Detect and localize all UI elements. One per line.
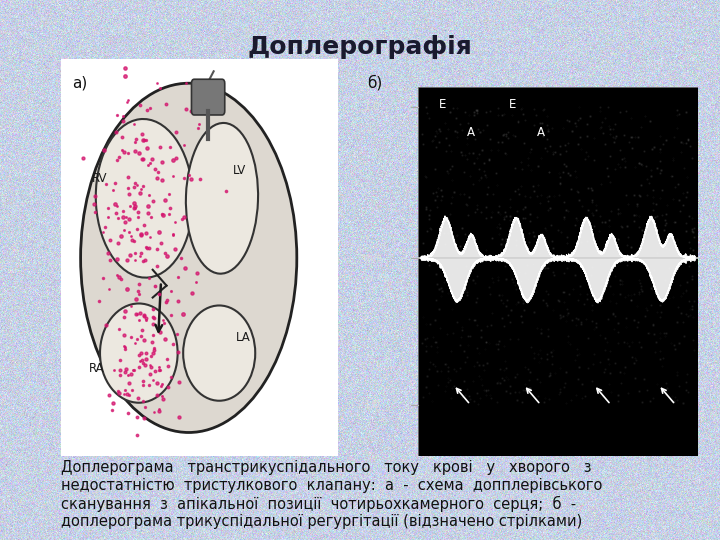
Text: недостатністю  тристулкового  клапану:  а  -  схема  допплерівського: недостатністю тристулкового клапану: а -… [61,478,603,493]
Ellipse shape [81,83,297,433]
Text: E: E [509,98,516,111]
Ellipse shape [183,306,256,401]
Ellipse shape [100,303,178,403]
Text: б): б) [366,75,382,91]
Text: m/s: m/s [364,253,382,263]
Text: A: A [467,126,475,139]
Text: RA: RA [89,362,104,375]
Text: LV: LV [233,164,246,177]
Text: сканування  з  апікальної  позиції  чотирьохкамерного  серця;  б  -: сканування з апікальної позиції чотирьох… [61,496,576,512]
Ellipse shape [96,119,193,278]
Bar [418,87,698,456]
Text: Доплерографія: Доплерографія [248,35,472,59]
Text: 1,0: 1,0 [364,400,380,410]
FancyBboxPatch shape [192,79,225,115]
Ellipse shape [186,123,258,274]
Text: а): а) [72,75,88,90]
Text: доплерограма трикуспідальної регургітації (відзначено стрілками): доплерограма трикуспідальної регургітаці… [61,514,582,529]
Text: E: E [438,98,446,111]
Text: 1,0: 1,0 [364,102,380,112]
Text: Доплерограма   транстрикуспідального   току   крові   у   хворого   з: Доплерограма транстрикуспідального току … [61,460,592,475]
Text: A: A [537,126,545,139]
Text: RV: RV [91,172,107,185]
Text: LA: LA [236,330,251,344]
